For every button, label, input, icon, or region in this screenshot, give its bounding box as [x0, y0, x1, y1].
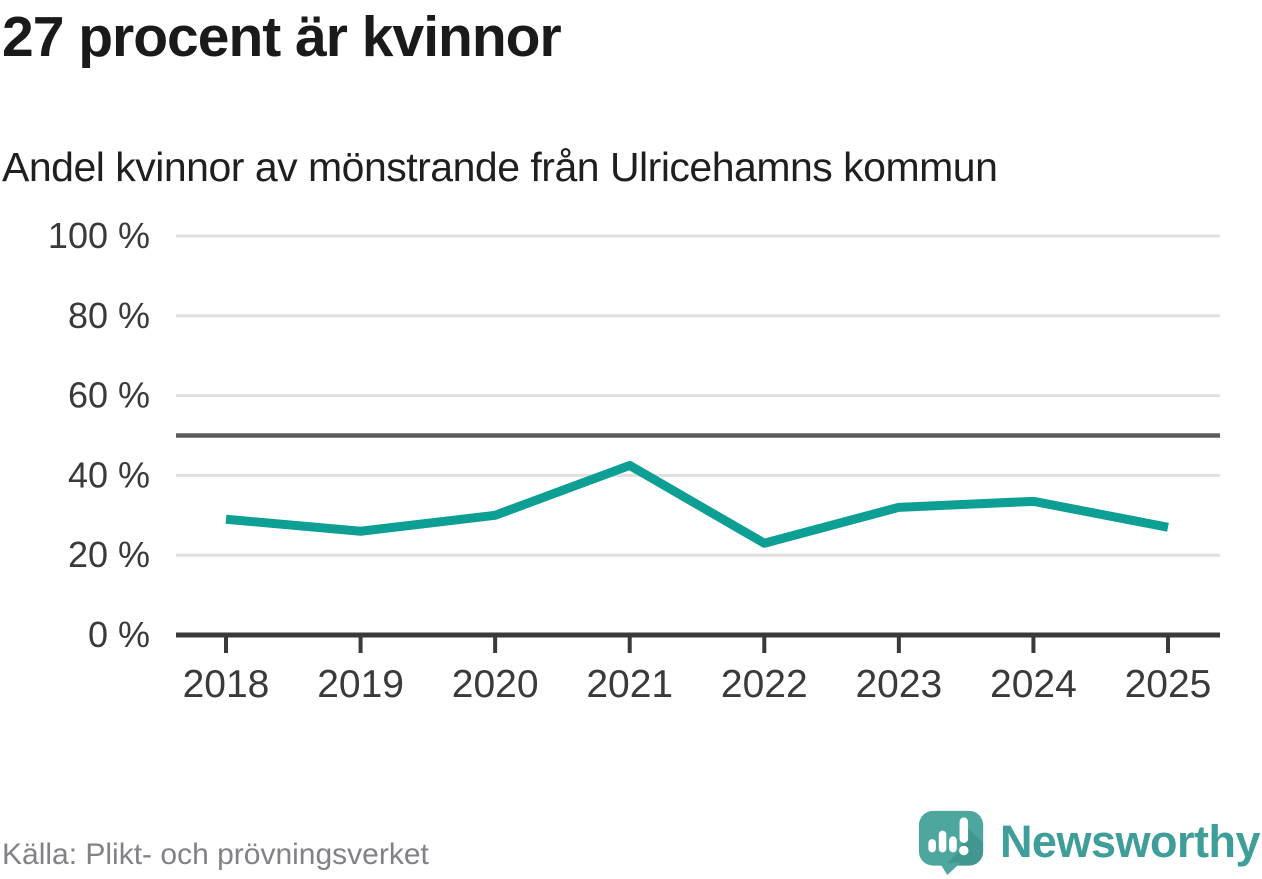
x-axis-label: 2025 [1125, 663, 1212, 706]
chart-subtitle: Andel kvinnor av mönstrande från Ulriceh… [2, 144, 998, 190]
x-axis-label: 2018 [183, 663, 270, 706]
x-axis-label: 2021 [586, 663, 673, 706]
y-axis-label: 0 % [88, 614, 150, 655]
logo-exclamation-dot [959, 845, 969, 856]
y-axis-label: 100 % [48, 215, 150, 256]
chart-title: 27 procent är kvinnor [2, 5, 562, 69]
line-chart: 0 % 20 % 40 % 60 % 80 % 100 % 2018 2019 2020 2021… [48, 215, 1220, 706]
series-line [225, 460, 1169, 548]
x-axis-label: 2024 [990, 663, 1077, 706]
logo-bubble-shadow [944, 823, 984, 866]
x-axis-label: 2019 [317, 663, 404, 706]
logo-bar-3 [949, 836, 957, 853]
logo-bar-1 [928, 839, 936, 853]
newsworthy-wordmark: Newsworthy [999, 816, 1261, 867]
x-axis-label: 2022 [721, 663, 808, 706]
newsworthy-logo-icon [918, 810, 984, 876]
x-axis-label: 2020 [452, 663, 539, 706]
y-axis-label: 60 % [68, 375, 150, 416]
y-axis-label: 40 % [68, 454, 150, 495]
y-axis-label: 80 % [68, 295, 150, 336]
logo-bar-2 [938, 830, 947, 853]
logo-bubble-tail [939, 862, 961, 876]
logo-exclamation-bar [959, 817, 968, 843]
x-axis-label: 2023 [855, 663, 942, 706]
y-axis-label: 20 % [68, 534, 150, 575]
newsworthy-logo: Newsworthy [916, 808, 1261, 876]
source-note: Källa: Plikt- och prövningsverket [2, 838, 429, 871]
